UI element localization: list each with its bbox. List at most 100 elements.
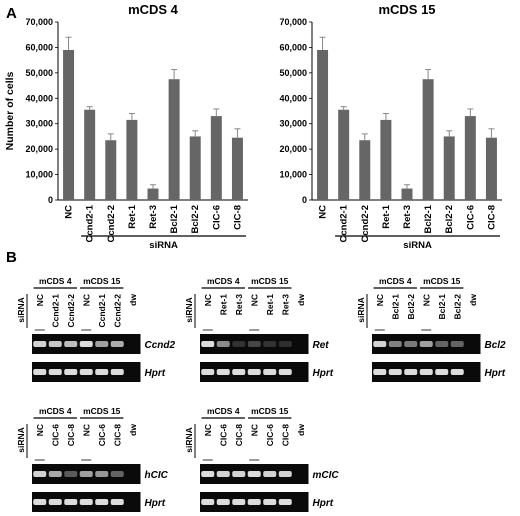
gel-row-label: siRNA	[356, 297, 366, 323]
gel-band	[373, 369, 387, 375]
bar-bcl2-2	[443, 136, 455, 200]
bar-cic-8	[231, 137, 243, 200]
bar-cic-6	[464, 116, 476, 200]
gel-lane-label: Bcl2-2	[406, 294, 416, 320]
gel-band	[95, 369, 109, 375]
gel-lane-label: dw	[468, 294, 478, 306]
x-tick-label: Bcl2-2	[190, 205, 201, 234]
gel-band	[278, 499, 292, 505]
gel-lane-label: CIC-8	[66, 424, 76, 446]
bar-cic-8	[485, 137, 497, 200]
gel-lane-label: CIC-8	[234, 424, 244, 446]
bar-ccnd2-2	[105, 140, 117, 200]
gel-band	[201, 471, 215, 477]
x-tick-label: CIC-6	[465, 205, 476, 230]
gel-band	[216, 369, 230, 375]
gel-lane-label: NC	[375, 294, 385, 306]
x-tick-label: Bcl2-2	[444, 205, 455, 234]
gel-lane-label: NC	[81, 294, 91, 306]
gel-band	[64, 471, 78, 477]
gel-group-label: mCDS 15	[423, 276, 461, 286]
gel-lane-label: Bcl2-2	[452, 294, 462, 320]
gel-band	[64, 499, 78, 505]
gel-band	[247, 369, 261, 375]
gel-band	[33, 471, 47, 477]
y-tick-label: 60,000	[279, 42, 307, 52]
gel-band	[95, 499, 109, 505]
y-tick-label: 10,000	[279, 170, 307, 180]
gel-band	[263, 341, 277, 347]
gel-lane-label: CIC-8	[112, 424, 122, 446]
gel-band	[95, 341, 109, 347]
gel-band	[48, 471, 62, 477]
panel-label-b: B	[6, 249, 17, 266]
gel-group-label: mCDS 15	[251, 276, 289, 286]
bar-ret-1	[126, 119, 138, 200]
gel-gene-label: Bcl2	[485, 340, 507, 351]
gel-band	[232, 471, 246, 477]
bar-nc	[63, 49, 75, 200]
gel-band	[247, 499, 261, 505]
gel-band	[216, 499, 230, 505]
gel-band	[216, 341, 230, 347]
y-tick-label: 40,000	[25, 93, 53, 103]
gel-band	[48, 369, 62, 375]
y-tick-label: 40,000	[279, 93, 307, 103]
gel-band	[48, 499, 62, 505]
x-tick-label: NC	[64, 205, 75, 219]
y-tick-label: 20,000	[279, 144, 307, 154]
x-tick-label: CIC-8	[232, 205, 243, 230]
gel-lane-label: Bcl2-1	[390, 294, 400, 320]
y-tick-label: 70,000	[25, 17, 53, 27]
gel-group-label: mCDS 15	[83, 276, 121, 286]
gel-gene-label: Hprt	[485, 368, 506, 379]
x-tick-label: Ret-3	[402, 205, 413, 229]
gel-group-label: mCDS 15	[83, 406, 121, 416]
gel-band	[278, 471, 292, 477]
gel-lane-label: dw	[128, 294, 138, 306]
gel-band	[247, 471, 261, 477]
y-tick-label: 50,000	[25, 68, 53, 78]
gel-row-label: siRNA	[16, 427, 26, 453]
gel-row-label: siRNA	[16, 297, 26, 323]
y-tick-label: 0	[48, 195, 53, 205]
gel-lane-label: CIC-6	[218, 424, 228, 446]
gel-band	[404, 369, 418, 375]
gel-band	[278, 341, 292, 347]
bar-chart-1: mCDS 4 0 10,000 20,000 30,000 40,000 50,000 60,…	[4, 2, 248, 251]
bar-bcl2-1	[168, 79, 180, 200]
x-tick-label: CIC-8	[486, 205, 497, 230]
gel-band	[110, 341, 124, 347]
group-label: siRNA	[403, 240, 432, 251]
x-tick-label: CIC-6	[211, 205, 222, 230]
x-tick-label: Ccnd2-2	[106, 205, 117, 242]
gel-band	[278, 369, 292, 375]
bar-bcl2-2	[189, 136, 201, 200]
gel-group-label: mCDS 4	[207, 406, 240, 416]
x-tick-label: Bcl2-1	[423, 204, 434, 233]
gel-band	[388, 369, 402, 375]
gel-band	[263, 499, 277, 505]
gel-band	[263, 471, 277, 477]
y-tick-label: 30,000	[25, 119, 53, 129]
gel-lane-label: CIC-8	[280, 424, 290, 446]
gel-band	[79, 369, 93, 375]
gel-panel-3: mCDS 4 mCDS 15 siRNA NC Bcl2-1 Bcl2-2 NC Bcl2-1…	[356, 276, 506, 382]
bar-ret-1	[380, 119, 392, 200]
group-label: siRNA	[149, 240, 178, 251]
gel-band	[404, 341, 418, 347]
gel-group-label: mCDS 15	[251, 406, 289, 416]
gel-band	[232, 499, 246, 505]
gel-lane-label: Bcl2-1	[437, 294, 447, 320]
chart-title: mCDS 15	[378, 2, 435, 17]
gel-row-label: siRNA	[184, 427, 194, 453]
bar-cic-6	[210, 116, 222, 200]
gel-band	[33, 499, 47, 505]
x-tick-label: Ccnd2-2	[360, 205, 371, 242]
gel-band	[216, 471, 230, 477]
x-tick-label: Ccnd2-1	[85, 204, 96, 242]
gel-lane-label: NC	[203, 424, 213, 436]
y-tick-label: 50,000	[279, 68, 307, 78]
gel-panel-2: mCDS 4 mCDS 15 siRNA NC Ret-1 Ret-3 NC Ret-1 Ret…	[184, 276, 334, 382]
